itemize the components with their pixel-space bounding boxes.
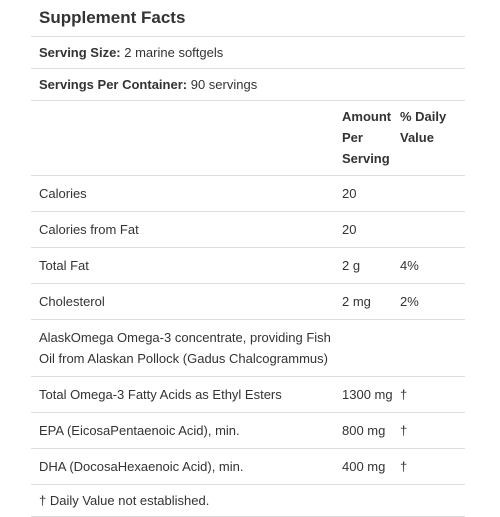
nutrient-name: Calories from Fat (31, 211, 333, 248)
table-row: Cholesterol 2 mg 2% (31, 283, 465, 320)
nutrient-daily-value: 2% (398, 283, 465, 320)
table-header-row: Amount Per Serving % Daily Value (31, 101, 465, 176)
nutrient-amount: 1300 mg (333, 376, 398, 413)
daily-value-column-header: % Daily Value (398, 101, 465, 176)
nutrient-daily-value: 4% (398, 247, 465, 284)
panel-title: Supplement Facts (31, 0, 465, 37)
serving-size-label: Serving Size: (39, 45, 121, 60)
nutrient-amount: 800 mg (333, 412, 398, 449)
table-row: Total Omega-3 Fatty Acids as Ethyl Ester… (31, 376, 465, 413)
amount-column-header: Amount Per Serving (333, 101, 398, 176)
table-row: Calories 20 (31, 175, 465, 212)
table-row: DHA (DocosaHexaenoic Acid), min. 400 mg … (31, 448, 465, 485)
nutrient-amount: 2 g (333, 247, 398, 284)
nutrient-name: DHA (DocosaHexaenoic Acid), min. (31, 448, 333, 485)
nutrient-column-header (31, 101, 333, 176)
nutrient-name: Total Fat (31, 247, 333, 284)
table-row: EPA (EicosaPentaenoic Acid), min. 800 mg… (31, 412, 465, 449)
serving-size-value: 2 marine softgels (120, 45, 224, 60)
nutrient-amount: 2 mg (333, 283, 398, 320)
nutrient-daily-value (398, 319, 465, 377)
table-row: AlaskOmega Omega-3 concentrate, providin… (31, 319, 465, 377)
supplement-facts-panel: Supplement Facts Serving Size: 2 marine … (31, 0, 465, 517)
nutrient-name: Calories (31, 175, 333, 212)
table-row: Total Fat 2 g 4% (31, 247, 465, 284)
nutrient-amount: 400 mg (333, 448, 398, 485)
servings-per-container-label: Servings Per Container: (39, 77, 188, 92)
footnote: † Daily Value not established. (31, 485, 465, 517)
nutrient-daily-value: † (398, 412, 465, 449)
nutrient-amount: 20 (333, 211, 398, 248)
nutrient-name: Total Omega-3 Fatty Acids as Ethyl Ester… (31, 376, 333, 413)
nutrient-table: Amount Per Serving % Daily Value Calorie… (31, 101, 465, 485)
nutrient-amount: 20 (333, 175, 398, 212)
nutrient-name: Cholesterol (31, 283, 333, 320)
servings-per-container-value: 90 servings (187, 77, 258, 92)
nutrient-name: AlaskOmega Omega-3 concentrate, providin… (31, 319, 333, 377)
nutrient-daily-value: † (398, 376, 465, 413)
nutrient-daily-value (398, 211, 465, 248)
nutrient-amount (333, 319, 398, 377)
servings-per-container-row: Servings Per Container: 90 servings (31, 69, 465, 101)
serving-size-row: Serving Size: 2 marine softgels (31, 37, 465, 69)
nutrient-name: EPA (EicosaPentaenoic Acid), min. (31, 412, 333, 449)
nutrient-daily-value: † (398, 448, 465, 485)
nutrient-daily-value (398, 175, 465, 212)
table-row: Calories from Fat 20 (31, 211, 465, 248)
